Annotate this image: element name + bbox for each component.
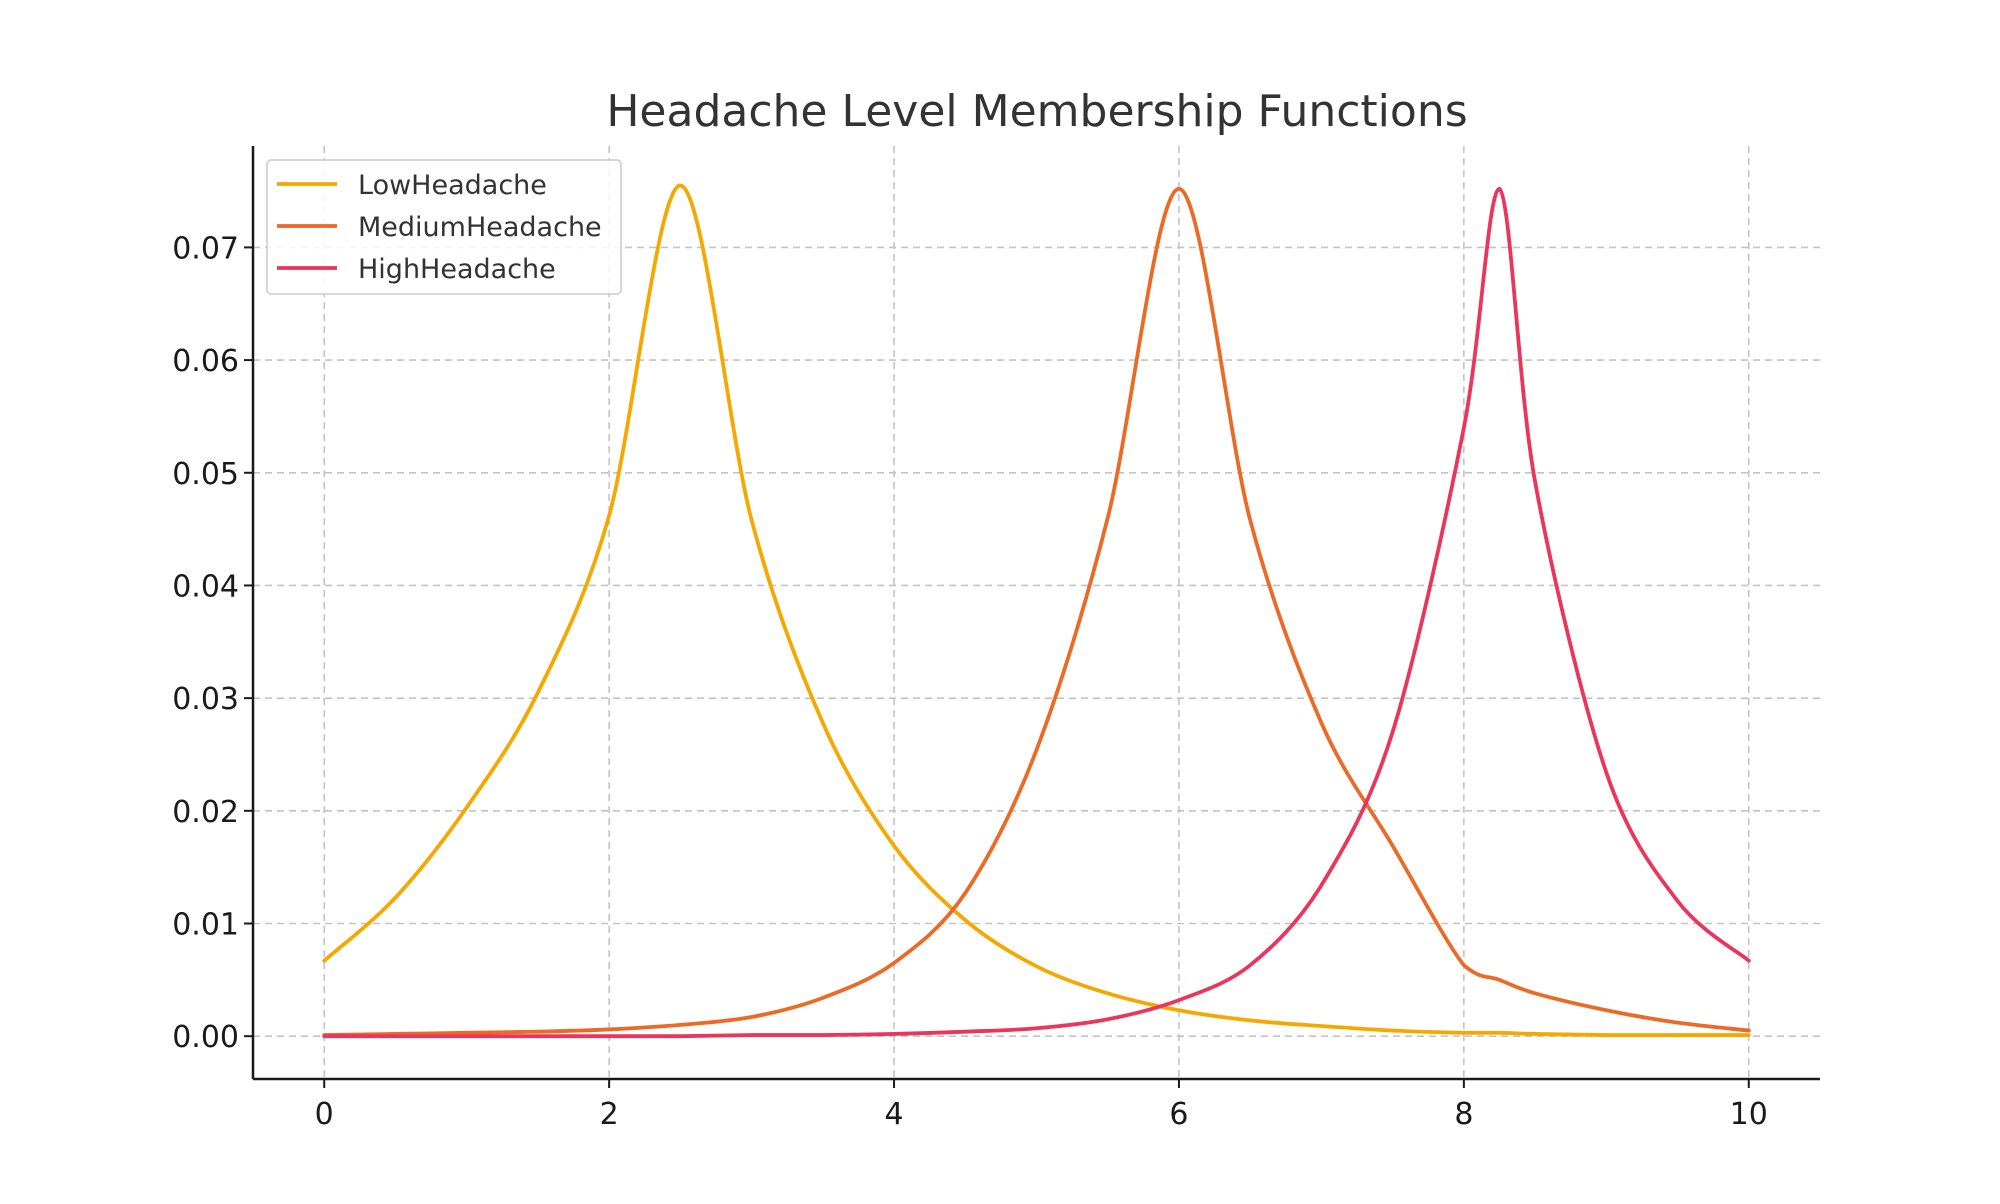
y-tick-label: 0.07	[172, 231, 239, 266]
y-tick-label: 0.00	[172, 1020, 239, 1055]
legend: LowHeadache MediumHeadache HighHeadache	[266, 159, 622, 295]
y-tick-label: 0.05	[172, 457, 239, 492]
ticks: 0 2 4 6 8 10 0.00 0.01 0.02 0.03 0.04 0.05 0.06 0.07	[172, 231, 1768, 1132]
y-tick-label: 0.01	[172, 908, 239, 943]
series-line-mediumheadache	[322, 186, 1751, 1037]
y-tick-label: 0.06	[172, 344, 239, 379]
series-line-lowheadache	[322, 183, 1751, 1037]
x-tick-label: 8	[1454, 1097, 1473, 1132]
legend-label: HighHeadache	[358, 254, 556, 285]
x-tick-label: 10	[1730, 1097, 1768, 1132]
legend-label: MediumHeadache	[358, 212, 602, 243]
y-tick-label: 0.02	[172, 795, 239, 830]
y-tick-label: 0.04	[172, 569, 239, 604]
legend-items: LowHeadache MediumHeadache HighHeadache	[277, 170, 602, 285]
chart-title: Headache Level Membership Functions	[606, 86, 1467, 137]
x-tick-label: 6	[1169, 1097, 1188, 1132]
series-lines	[322, 183, 1751, 1039]
grid	[253, 146, 1820, 1079]
x-tick-label: 2	[600, 1097, 619, 1132]
legend-label: LowHeadache	[358, 170, 547, 201]
x-tick-label: 0	[315, 1097, 334, 1132]
series-line-highheadache	[322, 186, 1751, 1039]
x-tick-label: 4	[884, 1097, 903, 1132]
y-tick-label: 0.03	[172, 682, 239, 717]
legend-frame	[266, 159, 622, 295]
